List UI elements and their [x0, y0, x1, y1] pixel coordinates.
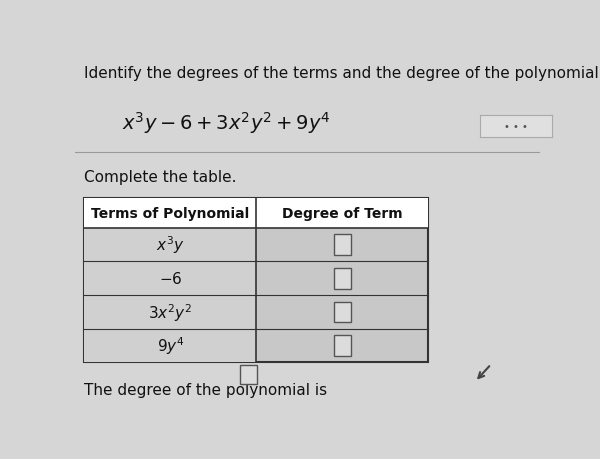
Text: $9y^4$: $9y^4$: [157, 335, 184, 357]
Text: Degree of Term: Degree of Term: [282, 206, 403, 220]
FancyBboxPatch shape: [84, 228, 256, 363]
Text: The degree of the polynomial is: The degree of the polynomial is: [84, 382, 328, 397]
FancyBboxPatch shape: [84, 198, 428, 363]
Text: • • •: • • •: [504, 122, 528, 132]
FancyBboxPatch shape: [334, 336, 351, 356]
Text: Complete the table.: Complete the table.: [84, 170, 237, 185]
FancyBboxPatch shape: [334, 302, 351, 323]
Text: $x^3y$: $x^3y$: [156, 234, 185, 256]
Text: Identify the degrees of the terms and the degree of the polynomial.: Identify the degrees of the terms and th…: [84, 66, 600, 81]
FancyBboxPatch shape: [84, 198, 428, 228]
Text: $x^3y-6+3x^2y^2+9y^4$: $x^3y-6+3x^2y^2+9y^4$: [121, 110, 330, 136]
Text: $3x^2y^2$: $3x^2y^2$: [148, 302, 193, 323]
Text: Terms of Polynomial: Terms of Polynomial: [91, 206, 250, 220]
Text: $-6$: $-6$: [158, 271, 182, 286]
FancyBboxPatch shape: [240, 365, 257, 384]
FancyBboxPatch shape: [334, 235, 351, 255]
FancyBboxPatch shape: [334, 269, 351, 289]
